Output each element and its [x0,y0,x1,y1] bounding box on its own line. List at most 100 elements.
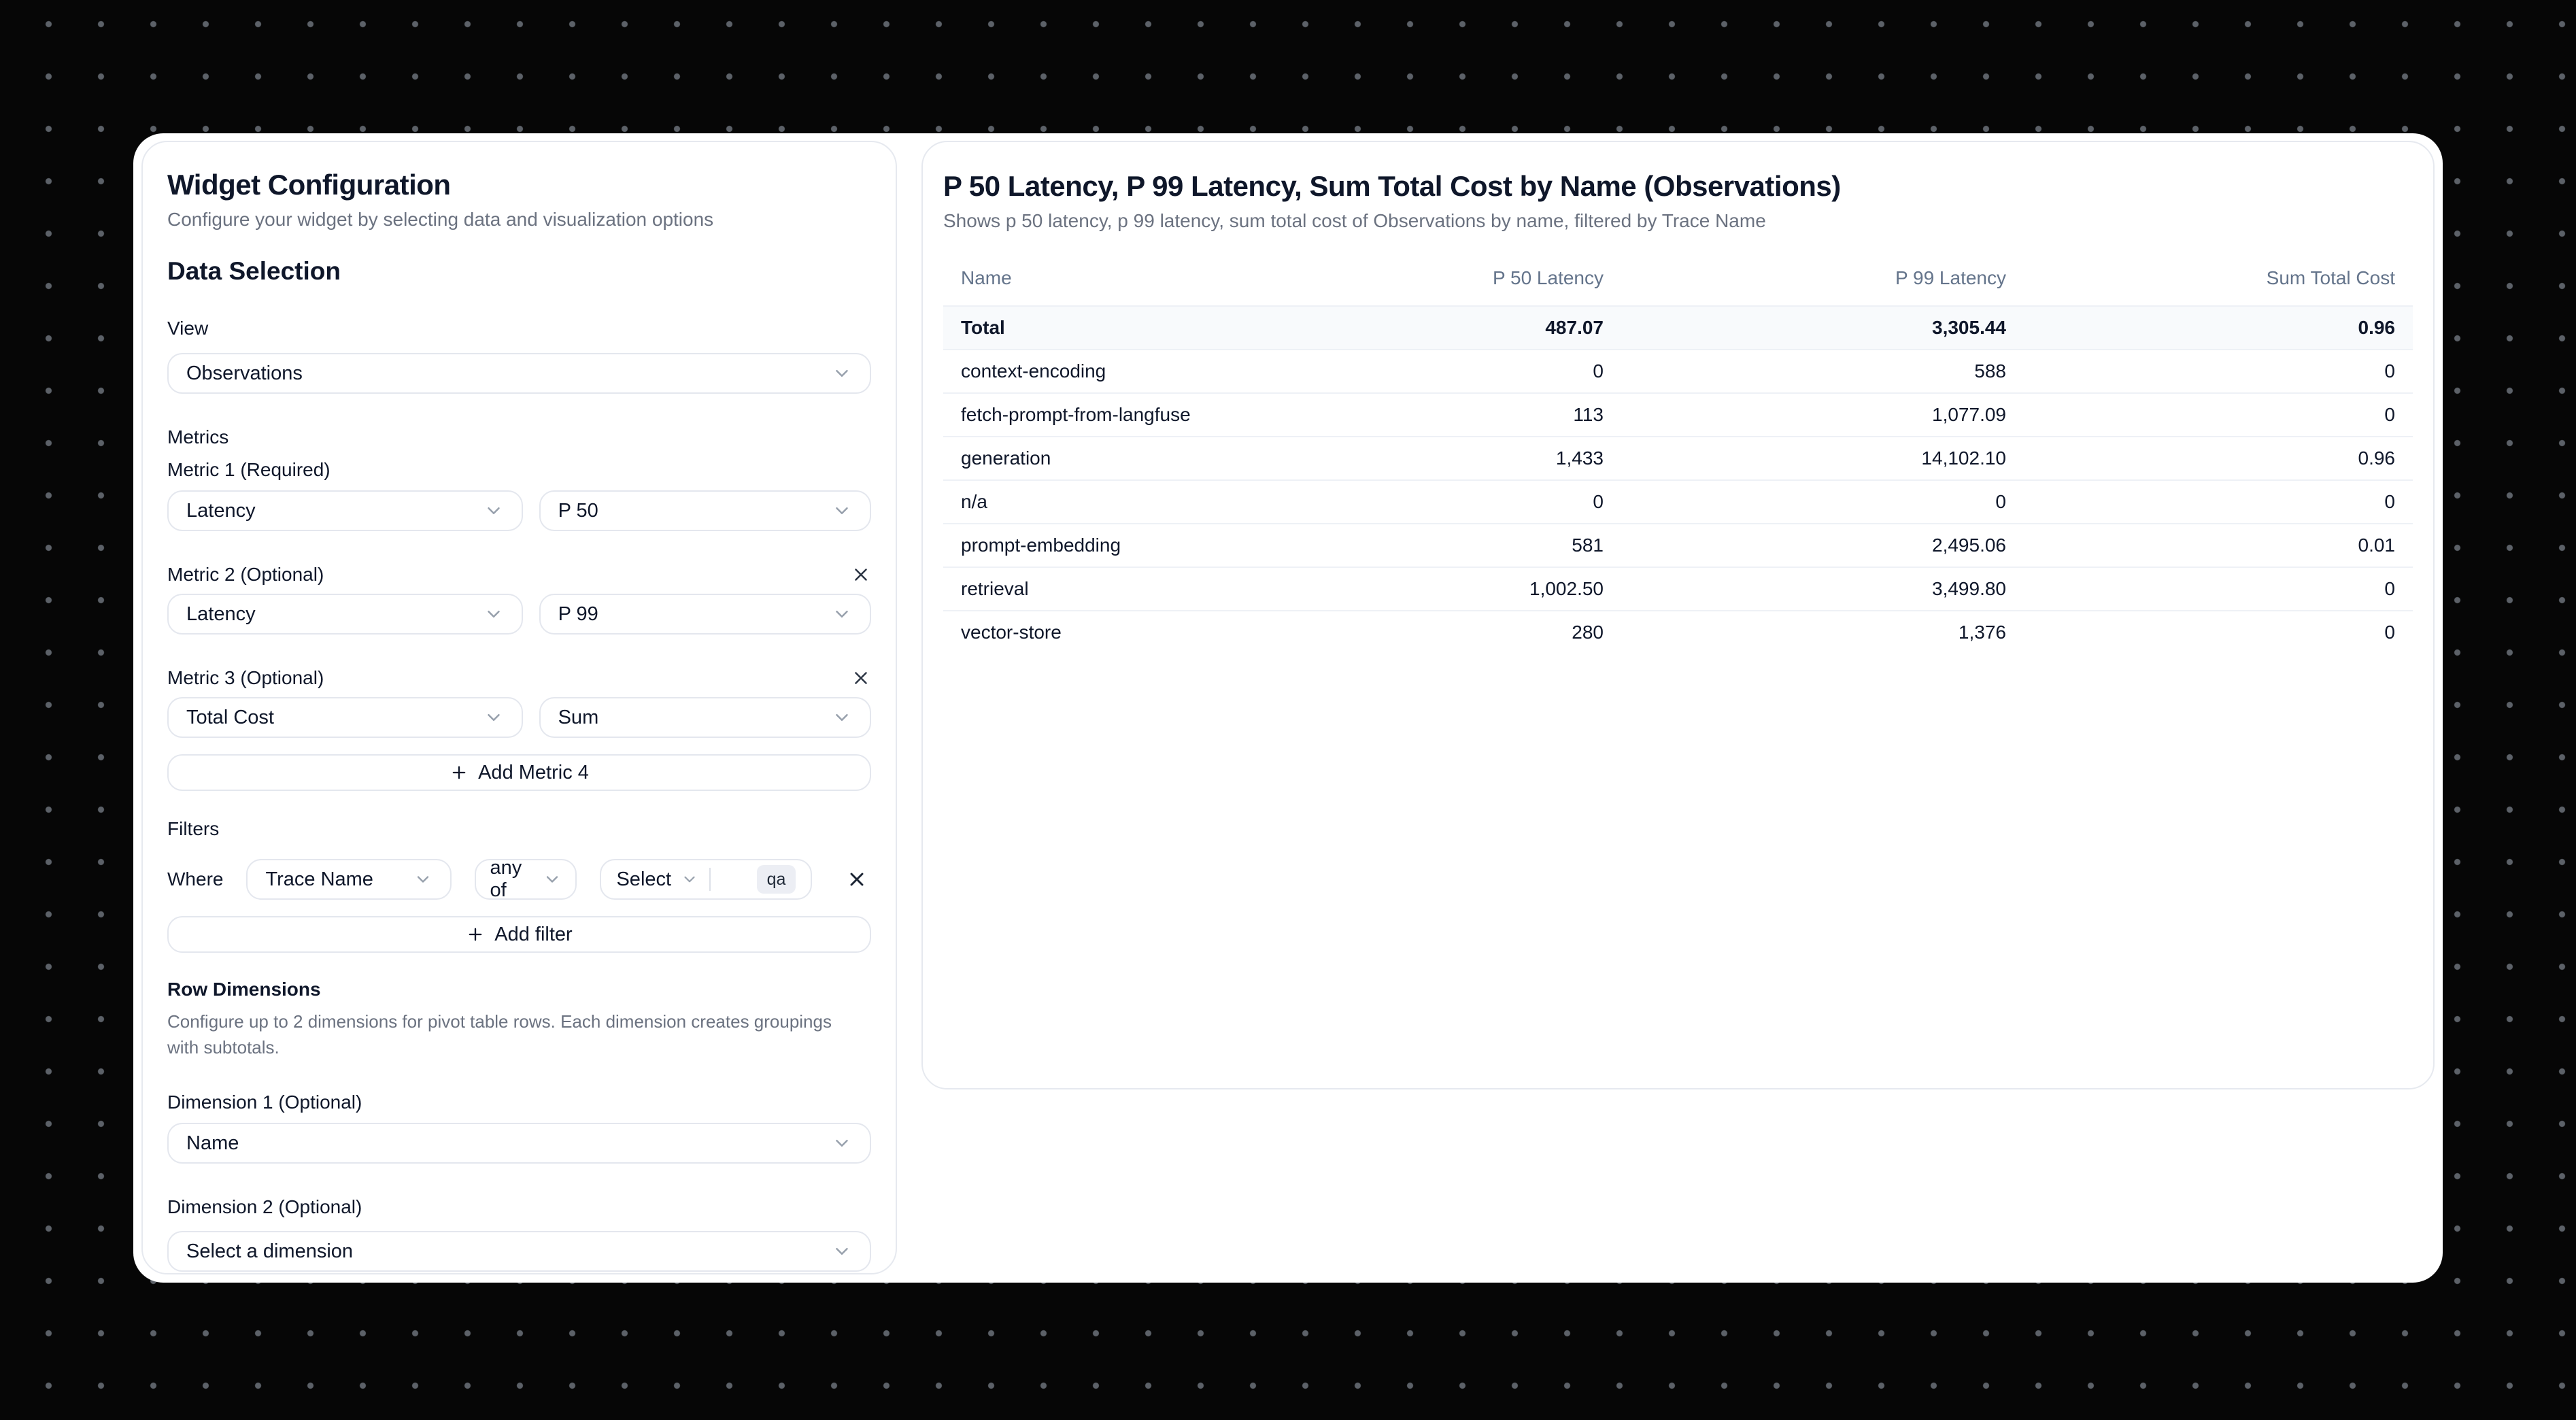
total-cost-cell: 0.96 [2024,305,2413,350]
filter-where-label: Where [167,868,224,890]
view-select[interactable]: Observations [167,353,871,394]
name-cell: retrieval [943,567,1225,611]
metric-1-label: Metric 1 (Required) [167,459,331,480]
metric-1-aggregation-value: P 50 [558,499,598,522]
p99-cell: 588 [1621,350,2024,394]
dimension-1-label: Dimension 1 (Optional) [167,1092,362,1113]
cost-cell: 0 [2024,393,2413,437]
add-metric-label: Add Metric 4 [478,761,589,783]
filter-operator-select[interactable]: any of [475,857,577,901]
filter-column-value: Trace Name [265,868,373,890]
dimension-2-value: Select a dimension [186,1240,354,1262]
name-cell: prompt-embedding [943,524,1225,568]
metric-1-measure-value: Latency [186,499,256,522]
total-p99-cell: 3,305.44 [1621,305,2024,350]
name-cell: generation [943,437,1225,481]
column-header-p50-latency: P 50 Latency [1493,267,1604,288]
metric-1-row: Latency P 50 [167,490,871,531]
filter-value-chip: qa [756,865,796,894]
remove-metric-2-button[interactable] [851,564,871,585]
chevron-down-icon [484,604,504,624]
p50-cell: 581 [1225,524,1621,568]
metric-1-measure-select[interactable]: Latency [167,490,523,531]
dialog-subtitle: Configure your widget by selecting data … [167,209,714,230]
dimension-2-label: Dimension 2 (Optional) [167,1196,362,1217]
table-row: context-encoding 0 588 0 [943,350,2413,394]
chevron-down-icon [484,707,504,728]
cost-cell: 0 [2024,567,2413,611]
chevron-down-icon [413,870,433,889]
metric-2-measure-select[interactable]: Latency [167,594,523,635]
name-cell: n/a [943,480,1225,524]
row-dimensions-heading: Row Dimensions [167,979,321,1000]
cost-cell: 0.01 [2024,524,2413,568]
metric-2-label: Metric 2 (Optional) [167,564,324,585]
table-row: prompt-embedding 581 2,495.06 0.01 [943,524,2413,568]
filter-row: Where Trace Name any of Select qa [167,857,871,901]
chevron-down-icon [832,604,852,624]
column-header-name: Name [961,267,1012,288]
chevron-down-icon [681,870,698,888]
p99-cell: 1,376 [1958,622,2006,643]
add-metric-button[interactable]: Add Metric 4 [167,754,871,791]
metric-1-aggregation-select[interactable]: P 50 [539,490,871,531]
chevron-down-icon [832,501,852,521]
metric-2-measure-value: Latency [186,603,256,625]
chevron-down-icon [832,707,852,728]
cost-cell: 0 [2024,350,2413,394]
chevron-down-icon [484,501,504,521]
row-dimensions-description: Configure up to 2 dimensions for pivot t… [167,1011,832,1058]
data-selection-heading: Data Selection [167,257,341,285]
dimension-1-value: Name [186,1132,239,1154]
table-row: generation 1,433 14,102.10 0.96 [943,437,2413,481]
table-row: vector-store 280 1,376 0 [943,611,2413,654]
close-icon [846,868,868,890]
name-cell: vector-store [961,622,1062,643]
metric-3-measure-value: Total Cost [186,706,274,728]
plus-icon [450,763,469,782]
metric-3-label: Metric 3 (Optional) [167,667,324,688]
chevron-down-icon [832,363,852,384]
close-icon [851,668,871,688]
widget-configuration-dialog: Widget Configuration Configure your widg… [133,133,2443,1283]
metric-2-aggregation-value: P 99 [558,603,598,625]
metric-3-aggregation-select[interactable]: Sum [539,697,871,738]
total-p50-cell: 487.07 [1225,305,1621,350]
view-label: View [167,318,209,339]
p99-cell: 14,102.10 [1621,437,2024,481]
metric-2-aggregation-select[interactable]: P 99 [539,594,871,635]
metrics-label: Metrics [167,426,229,447]
dimension-1-select[interactable]: Name [167,1123,871,1164]
metric-3-header: Metric 3 (Optional) [167,666,871,690]
dimension-2-select[interactable]: Select a dimension [167,1231,871,1272]
metric-2-row: Latency P 99 [167,594,871,635]
p50-cell: 0 [1225,350,1621,394]
p50-cell: 0 [1225,480,1621,524]
cost-cell: 0.96 [2024,437,2413,481]
p50-cell: 1,433 [1225,437,1621,481]
filter-operator-value: any of [490,857,522,901]
add-filter-label: Add filter [494,923,573,945]
p99-cell: 0 [1621,480,2024,524]
preview-title: P 50 Latency, P 99 Latency, Sum Total Co… [943,170,1841,202]
cost-cell: 0 [2384,622,2395,643]
remove-metric-3-button[interactable] [851,668,871,688]
close-icon [851,564,871,585]
filter-value-select[interactable]: Select qa [600,859,813,900]
metric-3-measure-select[interactable]: Total Cost [167,697,523,738]
plus-icon [466,925,485,944]
divider [709,868,711,891]
view-select-value: Observations [186,362,303,384]
metric-2-header: Metric 2 (Optional) [167,562,871,587]
table-row: fetch-prompt-from-langfuse 113 1,077.09 … [943,393,2413,437]
table-header-row: Name P 50 Latency P 99 Latency Sum Total… [943,260,2413,306]
add-filter-button[interactable]: Add filter [167,916,871,953]
filter-column-select[interactable]: Trace Name [246,859,452,900]
remove-filter-button[interactable] [846,868,868,890]
column-header-p99-latency: P 99 Latency [1895,267,2006,288]
p99-cell: 2,495.06 [1621,524,2024,568]
name-cell: context-encoding [943,350,1225,394]
column-header-sum-total-cost: Sum Total Cost [2266,267,2395,288]
table-total-row: Total 487.07 3,305.44 0.96 [943,305,2413,350]
